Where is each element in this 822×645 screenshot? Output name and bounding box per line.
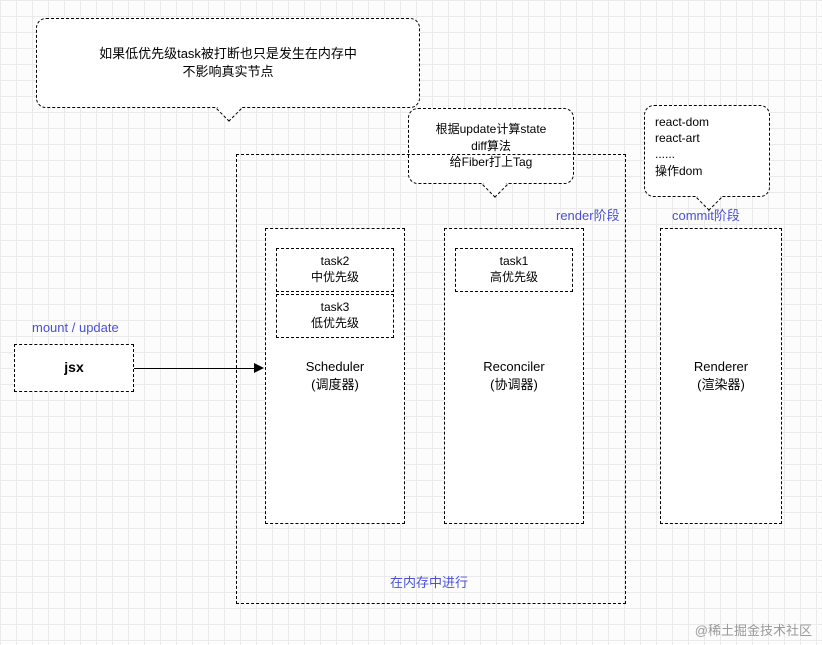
renderer-subtitle: (渲染器) xyxy=(697,376,745,394)
top-bubble: 如果低优先级task被打断也只是发生在内存中 不影响真实节点 xyxy=(36,18,420,108)
mount-update-label: mount / update xyxy=(32,320,119,335)
task1-priority: 高优先级 xyxy=(490,270,538,286)
task3-priority: 低优先级 xyxy=(311,316,359,332)
task3-name: task3 xyxy=(321,300,350,316)
scheduler-subtitle: (调度器) xyxy=(311,376,359,394)
top-bubble-line1: 如果低优先级task被打断也只是发生在内存中 xyxy=(99,45,357,63)
commit-bubble-l3: ...... xyxy=(655,146,759,162)
task1-name: task1 xyxy=(500,254,529,270)
renderer-title: Renderer xyxy=(694,358,748,376)
commit-bubble-l4: 操作dom xyxy=(655,163,759,179)
scheduler-title: Scheduler xyxy=(306,358,365,376)
watermark: @稀土掘金技术社区 xyxy=(695,620,812,639)
commit-bubble: react-dom react-art ...... 操作dom xyxy=(644,105,770,197)
jsx-box-text: jsx xyxy=(64,358,83,378)
scheduler-task3: task3 低优先级 xyxy=(276,294,394,338)
reconciler-subtitle: (协调器) xyxy=(490,376,538,394)
task2-priority: 中优先级 xyxy=(311,270,359,286)
commit-phase-label: commit阶段 xyxy=(672,205,740,224)
render-bubble-l2: diff算法 xyxy=(471,138,511,155)
commit-bubble-l1: react-dom xyxy=(655,114,759,130)
jsx-box: jsx xyxy=(14,344,134,392)
memory-footer: 在内存中进行 xyxy=(390,572,468,591)
commit-bubble-l2: react-art xyxy=(655,130,759,146)
render-bubble-l1: 根据update计算state xyxy=(436,121,547,138)
arrow-head-icon xyxy=(254,363,264,373)
arrow-line xyxy=(134,368,256,369)
top-bubble-line2: 不影响真实节点 xyxy=(182,63,273,81)
reconciler-title: Reconciler xyxy=(483,358,544,376)
scheduler-task2: task2 中优先级 xyxy=(276,248,394,292)
task2-name: task2 xyxy=(321,254,350,270)
renderer-box: Renderer (渲染器) xyxy=(660,228,782,524)
reconciler-task1: task1 高优先级 xyxy=(455,248,573,292)
